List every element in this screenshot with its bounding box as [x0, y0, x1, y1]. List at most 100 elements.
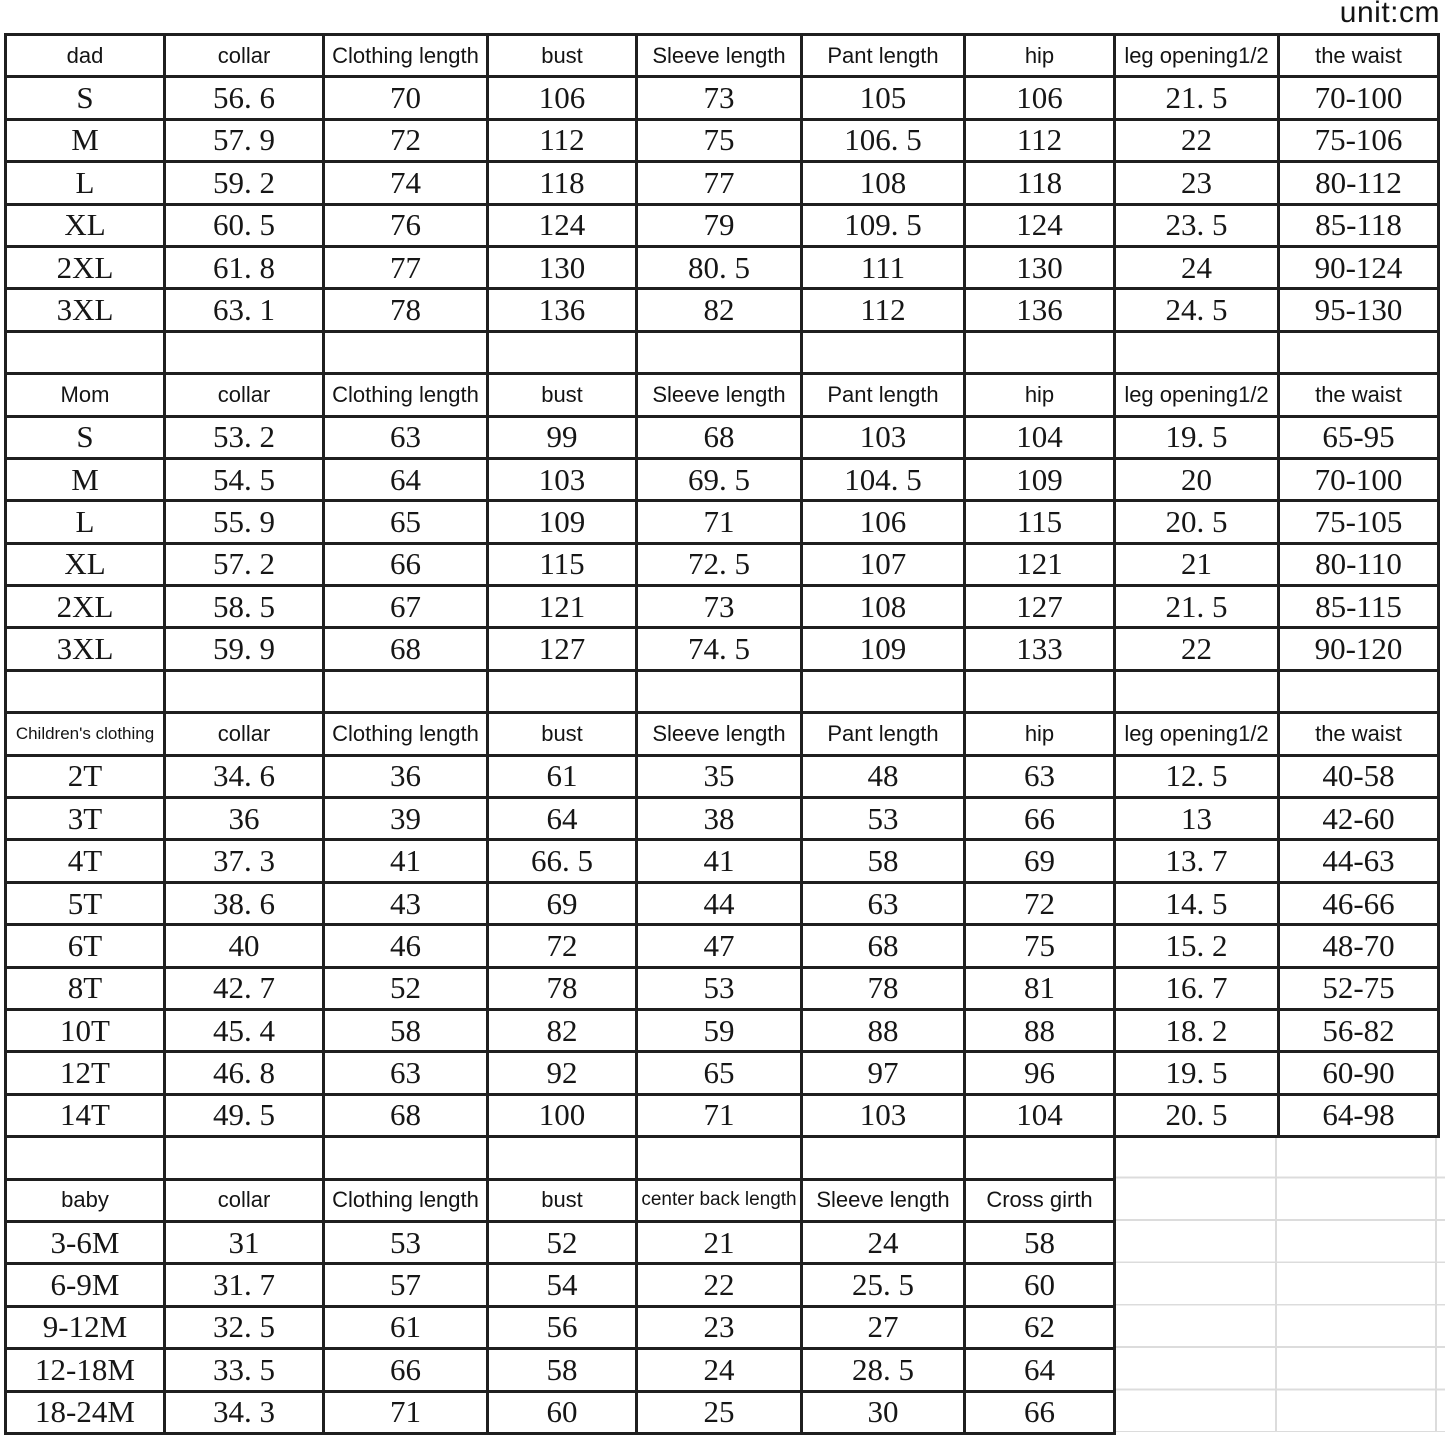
column-header: dad [4, 32, 166, 79]
value-cell: 109 [963, 456, 1116, 503]
table-row: 18-24M 34. 3 71 60 25 30 66 [4, 1389, 1439, 1435]
row-label-cell: 2XL [4, 244, 166, 291]
table-row: 14T 49. 5 68 100 71 103 104 20. 5 64-98 [4, 1092, 1440, 1139]
table-row: 3T 36 39 64 38 53 66 13 42-60 [4, 796, 1440, 842]
value-cell: 40-58 [1277, 753, 1440, 800]
column-header: collar [163, 32, 325, 79]
table-row: 10T 45. 4 58 82 59 88 88 18. 2 56-82 [4, 1007, 1440, 1054]
column-header: Sleeve length [635, 32, 803, 79]
value-cell: 20 [1113, 456, 1280, 503]
empty-cell [635, 329, 803, 376]
value-cell: 60. 5 [163, 202, 325, 248]
value-cell: 35 [635, 753, 803, 800]
value-cell: 18. 2 [1113, 1007, 1280, 1054]
value-cell: 72. 5 [635, 541, 803, 588]
column-header: Cross girth [963, 1177, 1116, 1223]
value-cell: 90-120 [1277, 626, 1440, 672]
value-cell: 23 [1113, 160, 1280, 206]
empty-cell [322, 329, 489, 376]
value-cell: 46-66 [1277, 880, 1440, 927]
value-cell: 104 [963, 414, 1116, 460]
value-cell: 103 [800, 414, 966, 460]
value-cell: 105 [800, 75, 966, 121]
value-cell: 107 [800, 541, 966, 588]
value-cell: 41 [322, 838, 489, 884]
size-chart-table: dad collar Clothing length bust Sleeve lengt… [4, 32, 1440, 1435]
value-cell: 72 [486, 923, 638, 969]
value-cell: 63 [322, 414, 489, 460]
value-cell: 68 [635, 414, 803, 460]
value-cell: 127 [486, 626, 638, 672]
section-0-header: dad collar Clothing length bust Sleeve lengt… [4, 32, 1440, 79]
value-cell: 106 [963, 75, 1116, 121]
value-cell: 63 [322, 1050, 489, 1096]
column-header: collar [163, 1177, 325, 1223]
value-cell: 75-106 [1277, 117, 1440, 164]
faint-gridline-vertical [1275, 1136, 1277, 1432]
column-header: Pant length [800, 711, 966, 757]
value-cell: 112 [800, 287, 966, 333]
value-cell: 20. 5 [1113, 1092, 1280, 1139]
grid-cell [1115, 1137, 1279, 1179]
value-cell: 46 [322, 923, 489, 969]
value-cell: 53 [635, 965, 803, 1011]
value-cell: 85-115 [1277, 584, 1440, 630]
value-cell: 24 [800, 1219, 966, 1266]
empty-cell [4, 1135, 166, 1181]
column-header: bust [486, 372, 638, 418]
value-cell: 22 [1113, 117, 1280, 164]
value-cell: 53. 2 [163, 414, 325, 460]
value-cell: 24 [1113, 244, 1280, 291]
grid-cell [1115, 1221, 1279, 1263]
value-cell: 52 [486, 1219, 638, 1266]
value-cell: 73 [635, 75, 803, 121]
value-cell: 71 [635, 499, 803, 545]
column-header: the waist [1277, 711, 1440, 757]
value-cell: 64 [322, 456, 489, 503]
empty-cell [635, 668, 803, 715]
column-header: Clothing length [322, 1177, 489, 1223]
table-row: S 53. 2 63 99 68 103 104 19. 5 65-95 [4, 414, 1440, 460]
value-cell: 95-130 [1277, 287, 1440, 333]
empty-cells-gridlines [1116, 1136, 1445, 1432]
value-cell: 106. 5 [800, 117, 966, 164]
empty-cell [963, 668, 1116, 715]
value-cell: 73 [635, 584, 803, 630]
value-cell: 118 [486, 160, 638, 206]
value-cell: 27 [800, 1304, 966, 1351]
column-header: Children's clothing [4, 711, 166, 757]
table-row: 3-6M 31 53 52 21 24 58 [4, 1219, 1439, 1266]
value-cell: 104 [963, 1092, 1116, 1139]
value-cell: 66 [963, 1389, 1116, 1435]
value-cell: 63. 1 [163, 287, 325, 333]
table-row: L 55. 9 65 109 71 106 115 20. 5 75-105 [4, 499, 1440, 545]
value-cell: 103 [486, 456, 638, 503]
grid-cell [1115, 1306, 1279, 1348]
value-cell: 69 [486, 880, 638, 927]
value-cell: 79 [635, 202, 803, 248]
empty-cell [635, 1135, 803, 1181]
value-cell: 77 [635, 160, 803, 206]
value-cell: 23. 5 [1113, 202, 1280, 248]
column-header: bust [486, 1177, 638, 1223]
row-label-cell: 8T [4, 965, 166, 1011]
column-header: Sleeve length [635, 372, 803, 418]
row-label-cell: 3XL [4, 287, 166, 333]
column-header: collar [163, 711, 325, 757]
value-cell: 19. 5 [1113, 1050, 1280, 1096]
row-label-cell: 6T [4, 923, 166, 969]
value-cell: 56-82 [1277, 1007, 1440, 1054]
value-cell: 64 [963, 1347, 1116, 1393]
value-cell: 25 [635, 1389, 803, 1435]
empty-cell [1113, 668, 1280, 715]
column-header: bust [486, 32, 638, 79]
column-header: Pant length [800, 372, 966, 418]
value-cell: 109 [800, 626, 966, 672]
value-cell: 36 [322, 753, 489, 800]
grid-cell [1279, 1349, 1439, 1391]
column-header: bust [486, 711, 638, 757]
value-cell: 97 [800, 1050, 966, 1096]
value-cell: 66 [963, 796, 1116, 842]
value-cell: 56 [486, 1304, 638, 1351]
column-header: leg opening1/2 [1113, 372, 1280, 418]
